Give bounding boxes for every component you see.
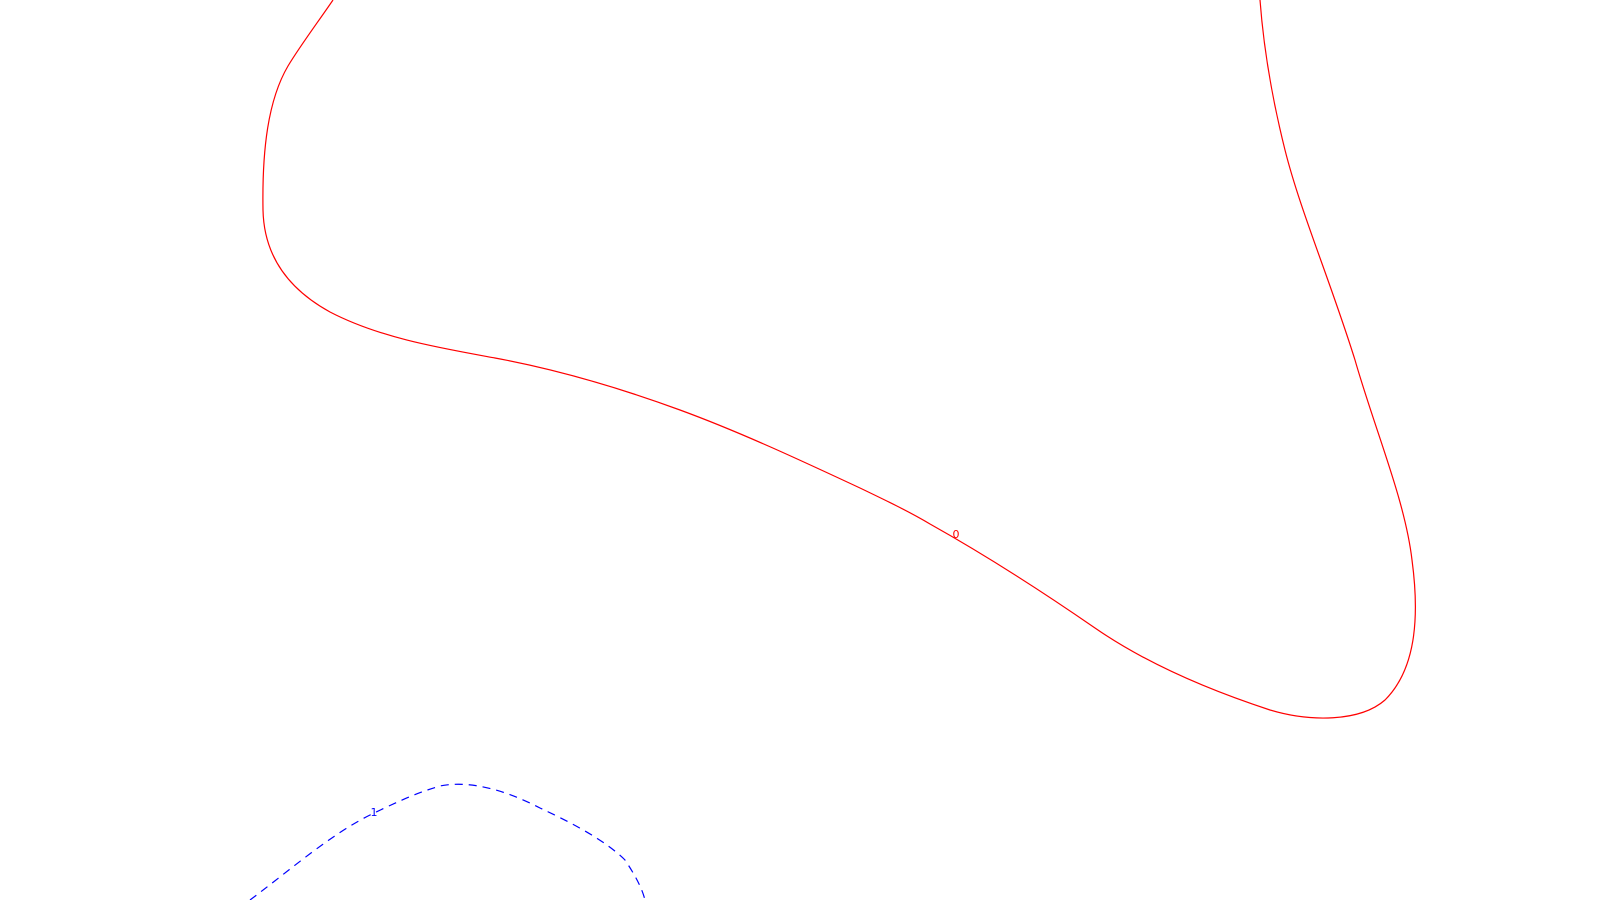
contour-label-0: 0 — [953, 528, 960, 541]
contour-line-0 — [262, 0, 1416, 719]
contour-line-1 — [249, 783, 646, 900]
contour-label-1: 1 — [371, 806, 378, 819]
